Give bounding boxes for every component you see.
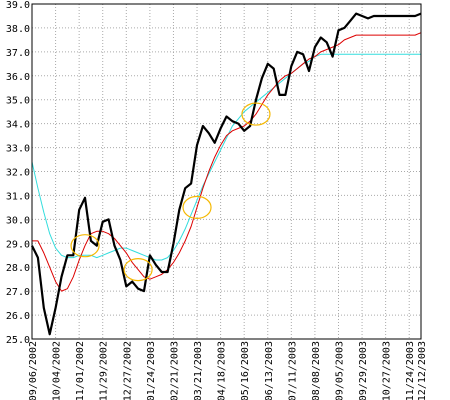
x-tick-label: 11/24/2003 — [405, 341, 416, 400]
x-axis-tick-labels: 09/06/2002 10/04/2002 11/01/2002 11/29/2002… — [28, 341, 428, 400]
y-tick-label: 39.0 — [6, 0, 30, 11]
y-tick-label: 30.0 — [6, 215, 30, 226]
x-tick-label: 11/29/2002 — [99, 341, 110, 400]
y-tick-label: 38.0 — [6, 24, 30, 35]
x-tick-label: 08/08/2003 — [311, 341, 322, 400]
chart-series — [31, 12, 422, 336]
highlight-ellipse — [182, 195, 212, 219]
y-tick-label: 32.0 — [6, 168, 30, 179]
highlight-ellipse — [241, 102, 271, 126]
x-tick-label: 05/16/2003 — [240, 341, 251, 400]
highlight-ellipse — [70, 234, 100, 258]
y-tick-label: 25.0 — [6, 335, 30, 346]
x-tick-label: 09/06/2002 — [28, 341, 39, 400]
x-tick-label: 01/24/2003 — [146, 341, 157, 400]
y-axis-tick-labels: 25.0 26.0 27.0 28.0 29.0 30.0 31.0 32.0 33.0 34.0… — [6, 0, 30, 346]
plot-frame — [31, 3, 422, 340]
y-tick-label: 29.0 — [6, 239, 30, 250]
y-tick-label: 31.0 — [6, 191, 30, 202]
series-line-short-ma — [32, 32, 422, 292]
y-tick-label: 35.0 — [6, 96, 30, 107]
highlight-ellipse — [123, 258, 153, 282]
x-tick-label: 03/21/2003 — [193, 341, 204, 400]
x-tick-label: 11/01/2002 — [75, 341, 86, 400]
y-tick-label: 27.0 — [6, 287, 30, 298]
y-tick-label: 34.0 — [6, 120, 30, 131]
x-tick-label: 09/29/2003 — [358, 341, 369, 400]
y-tick-label: 26.0 — [6, 311, 30, 322]
x-tick-label: 02/21/2003 — [169, 341, 180, 400]
x-tick-label: 10/27/2003 — [382, 341, 393, 400]
x-tick-label: 04/18/2003 — [217, 341, 228, 400]
highlight-ellipses — [70, 102, 271, 282]
x-tick-label: 12/27/2002 — [122, 341, 133, 400]
x-tick-label: 07/11/2003 — [287, 341, 298, 400]
x-tick-label: 10/04/2002 — [52, 341, 63, 400]
y-tick-label: 36.0 — [6, 72, 30, 83]
series-line-price — [31, 12, 422, 336]
series-line-long-ma — [31, 53, 421, 261]
x-tick-label: 06/13/2003 — [264, 341, 275, 400]
x-tick-label: 09/05/2003 — [334, 341, 345, 400]
y-tick-label: 37.0 — [6, 48, 30, 59]
y-tick-label: 28.0 — [6, 263, 30, 274]
y-tick-label: 33.0 — [6, 144, 30, 155]
x-tick-label: 12/12/2003 — [417, 341, 428, 400]
